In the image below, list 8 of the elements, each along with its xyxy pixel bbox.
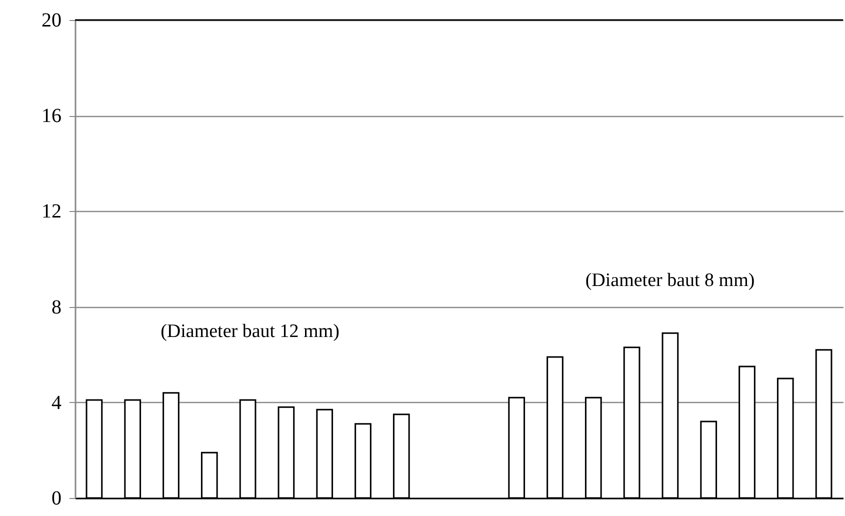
- annotation: (Diameter baut 8 mm): [585, 270, 755, 291]
- y-tick-label: 12: [42, 200, 62, 223]
- y-tick-label: 16: [42, 105, 62, 128]
- annotation: (Diameter baut 12 mm): [160, 321, 340, 342]
- y-tick-label: 8: [52, 296, 62, 318]
- y-tick-label: 4: [52, 392, 62, 414]
- y-tick-label: 20: [42, 10, 62, 32]
- y-tick-label: 0: [52, 488, 62, 510]
